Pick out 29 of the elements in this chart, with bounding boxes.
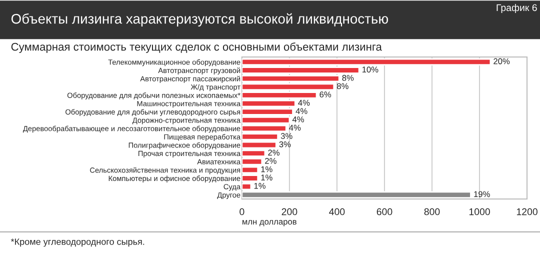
- x-tick-label: 400: [329, 208, 345, 216]
- annotation: 8%: [342, 74, 354, 81]
- annotation: 19%: [474, 191, 490, 198]
- annotation: 2%: [268, 150, 280, 156]
- chart-subtitle: Суммарная стоимость текущих сделок с основными объектами лизинга: [11, 42, 382, 53]
- x-axis-title: млн долларов: [242, 220, 296, 226]
- text: *Кроме углеводородного сырья.: [10, 238, 144, 247]
- x-tick-label: 200: [282, 208, 298, 216]
- annotation: 3%: [279, 141, 291, 148]
- x-tick-label: 0: [240, 208, 244, 216]
- x-tick-label: 600: [376, 208, 392, 216]
- annotation: 1%: [254, 182, 266, 189]
- x-tick-label: 800: [424, 208, 440, 216]
- x-tick-label: 1000: [469, 208, 490, 216]
- annotation: 4%: [296, 108, 308, 114]
- annotation: 6%: [320, 92, 332, 98]
- annotation: 20%: [494, 58, 510, 64]
- text: График 6: [496, 4, 537, 14]
- annotation: 3%: [280, 133, 292, 139]
- annotation: 1%: [261, 174, 272, 180]
- annotation: 8%: [337, 83, 348, 90]
- annotation: 10%: [362, 66, 378, 72]
- annotation: 4%: [292, 116, 304, 122]
- annotation: 4%: [289, 124, 301, 131]
- annotation: 1%: [261, 166, 272, 172]
- annotation: 2%: [265, 158, 276, 164]
- annotation: 4%: [298, 100, 310, 106]
- x-tick-label: 1200: [516, 208, 538, 216]
- chart-title: Объекты лизинга характеризуются высокой ликвидностью: [11, 13, 388, 26]
